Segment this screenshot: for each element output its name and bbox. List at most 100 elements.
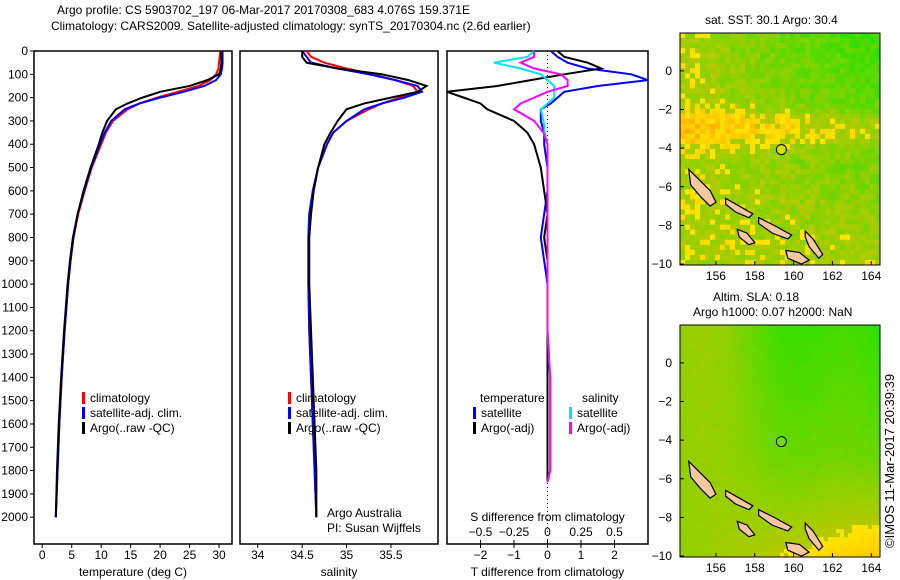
map-cell — [790, 224, 796, 231]
map-cell — [775, 184, 781, 190]
map-cell — [700, 249, 706, 256]
map-cell — [852, 549, 857, 554]
map-cell — [855, 48, 861, 54]
map-cell — [804, 513, 809, 518]
map-cell — [736, 533, 741, 538]
map-cell — [812, 453, 817, 458]
map-y-tick-label: −4 — [658, 433, 672, 447]
map-cell — [740, 93, 746, 100]
map-cell — [820, 521, 825, 526]
map-cell — [768, 349, 773, 354]
map-cell — [780, 505, 785, 510]
map-cell — [835, 159, 841, 165]
map-cell — [705, 159, 711, 165]
map-cell — [790, 189, 796, 195]
map-cell — [725, 78, 731, 84]
map-cell — [820, 48, 826, 54]
map-cell — [830, 33, 836, 39]
map-cell — [795, 194, 801, 200]
map-cell — [825, 234, 831, 241]
map-cell — [776, 433, 781, 438]
map-cell — [804, 401, 809, 406]
map-cell — [832, 545, 837, 550]
map-cell — [725, 169, 731, 175]
map-y-tick-label: −6 — [658, 472, 672, 486]
map-cell — [700, 234, 706, 241]
map-cell — [756, 413, 761, 418]
map-cell — [700, 78, 706, 84]
map-cell — [776, 497, 781, 502]
map-cell — [792, 481, 797, 486]
island — [804, 229, 824, 260]
map-cell — [785, 184, 791, 190]
map-cell — [696, 465, 701, 470]
map-cell — [760, 244, 766, 251]
map-cell — [780, 93, 786, 100]
map-cell — [764, 497, 769, 502]
map-cell — [805, 98, 811, 105]
map-cell — [876, 489, 881, 494]
map-cell — [808, 429, 813, 434]
map-cell — [712, 541, 717, 546]
map-cell — [870, 33, 876, 39]
map-cell — [844, 405, 849, 410]
map-cell — [704, 393, 709, 398]
map-cell — [700, 337, 705, 342]
map-cell — [708, 533, 713, 538]
map-cell — [812, 381, 817, 386]
map-cell — [835, 63, 841, 69]
map-cell — [725, 234, 731, 241]
legend-swatch — [288, 392, 291, 404]
map-cell — [764, 365, 769, 370]
map-cell — [808, 381, 813, 386]
map-cell — [816, 333, 821, 338]
map-cell — [788, 469, 793, 474]
map-cell — [710, 149, 716, 155]
map-cell — [824, 469, 829, 474]
map-cell — [740, 433, 745, 438]
map-cell — [730, 169, 736, 175]
x-tick-label: 10 — [94, 548, 108, 562]
map-cell — [768, 353, 773, 358]
map-cell — [830, 133, 836, 140]
map-cell — [725, 254, 731, 261]
map-cell — [840, 477, 845, 482]
map-cell — [825, 199, 831, 205]
map-cell — [740, 224, 746, 231]
map-cell — [865, 68, 871, 74]
map-cell — [768, 421, 773, 426]
map-cell — [756, 365, 761, 370]
map-cell — [712, 405, 717, 410]
map-cell — [810, 93, 816, 100]
map-cell — [708, 477, 713, 482]
map-cell — [860, 209, 866, 216]
map-cell — [688, 525, 693, 530]
map-cell — [764, 457, 769, 462]
map-cell — [855, 123, 861, 130]
map-cell — [832, 381, 837, 386]
map-cell — [785, 58, 791, 64]
map-cell — [800, 194, 806, 200]
map-cell — [840, 457, 845, 462]
map-cell — [772, 325, 777, 330]
map-cell — [735, 68, 741, 74]
map-cell — [700, 138, 706, 145]
map-cell — [805, 194, 811, 200]
map-cell — [730, 194, 736, 200]
map-cell — [776, 405, 781, 410]
map-cell — [850, 88, 856, 95]
map-cell — [870, 189, 876, 195]
map-cell — [775, 209, 781, 216]
map-cell — [865, 43, 871, 49]
map-cell — [700, 113, 706, 120]
map-cell — [850, 138, 856, 145]
map-cell — [850, 58, 856, 64]
map-cell — [852, 353, 857, 358]
map-cell — [840, 103, 846, 110]
map-cell — [832, 353, 837, 358]
map-cell — [780, 549, 785, 554]
map-cell — [744, 397, 749, 402]
map-cell — [796, 437, 801, 442]
map-cell — [716, 341, 721, 346]
map-cell — [740, 43, 746, 49]
